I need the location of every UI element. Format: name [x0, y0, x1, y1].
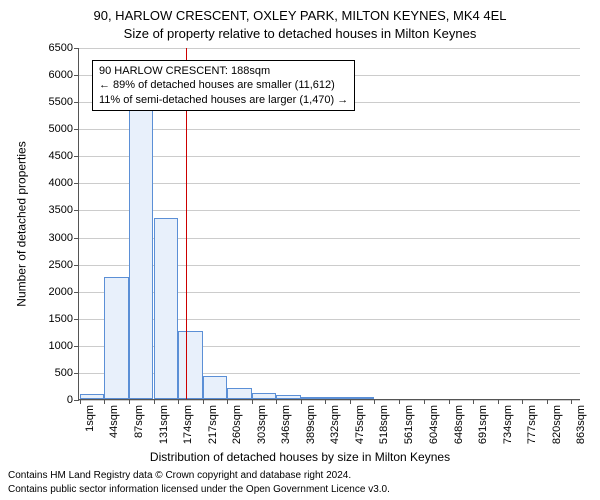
ytick-mark: [74, 238, 79, 239]
ytick-label: 2000: [49, 286, 73, 298]
xtick-mark: [522, 399, 523, 404]
ytick-mark: [74, 400, 79, 401]
xtick-label: 260sqm: [231, 405, 243, 444]
xtick-mark: [301, 399, 302, 404]
xtick-label: 518sqm: [378, 405, 390, 444]
gridline: [79, 183, 580, 184]
histogram-bar: [252, 393, 277, 399]
histogram-bar: [325, 397, 350, 399]
xtick-label: 174sqm: [182, 405, 194, 444]
histogram-bar: [178, 331, 203, 399]
xtick-label: 777sqm: [526, 405, 538, 444]
x-axis-label: Distribution of detached houses by size …: [0, 450, 600, 464]
xtick-mark: [203, 399, 204, 404]
xtick-mark: [104, 399, 105, 404]
xtick-mark: [276, 399, 277, 404]
ytick-label: 1500: [49, 313, 73, 325]
gridline: [79, 48, 580, 49]
ytick-mark: [74, 102, 79, 103]
xtick-label: 820sqm: [551, 405, 563, 444]
ytick-label: 0: [67, 394, 73, 406]
ytick-label: 1000: [49, 340, 73, 352]
xtick-mark: [374, 399, 375, 404]
xtick-label: 346sqm: [280, 405, 292, 444]
y-axis-label: Number of detached properties: [14, 48, 30, 400]
xtick-mark: [227, 399, 228, 404]
ytick-label: 4000: [49, 177, 73, 189]
ytick-mark: [74, 75, 79, 76]
ytick-label: 3000: [49, 232, 73, 244]
footer-copyright-1: Contains HM Land Registry data © Crown c…: [8, 470, 351, 481]
xtick-mark: [449, 399, 450, 404]
histogram-bar: [80, 394, 105, 399]
annotation-box: 90 HARLOW CRESCENT: 188sqm← 89% of detac…: [92, 60, 355, 111]
xtick-mark: [399, 399, 400, 404]
ytick-mark: [74, 265, 79, 266]
histogram-bar: [301, 397, 326, 399]
ytick-label: 3500: [49, 204, 73, 216]
gridline: [79, 210, 580, 211]
ytick-mark: [74, 346, 79, 347]
chart-container: 90, HARLOW CRESCENT, OXLEY PARK, MILTON …: [0, 0, 600, 500]
ytick-label: 5000: [49, 123, 73, 135]
histogram-bar: [104, 277, 129, 399]
ytick-label: 5500: [49, 96, 73, 108]
ytick-label: 6500: [49, 42, 73, 54]
ytick-mark: [74, 292, 79, 293]
xtick-label: 1sqm: [84, 405, 96, 432]
xtick-mark: [129, 399, 130, 404]
ytick-mark: [74, 156, 79, 157]
xtick-label: 648sqm: [453, 405, 465, 444]
gridline: [79, 156, 580, 157]
xtick-label: 389sqm: [305, 405, 317, 444]
ytick-mark: [74, 373, 79, 374]
xtick-label: 217sqm: [207, 405, 219, 444]
xtick-mark: [424, 399, 425, 404]
ytick-label: 500: [55, 367, 73, 379]
annotation-line: 11% of semi-detached houses are larger (…: [99, 93, 348, 107]
xtick-mark: [178, 399, 179, 404]
histogram-bar: [276, 395, 301, 399]
ytick-mark: [74, 183, 79, 184]
xtick-label: 475sqm: [354, 405, 366, 444]
histogram-bar: [227, 388, 252, 399]
xtick-mark: [80, 399, 81, 404]
xtick-label: 604sqm: [428, 405, 440, 444]
chart-title-main: 90, HARLOW CRESCENT, OXLEY PARK, MILTON …: [0, 8, 600, 23]
xtick-mark: [547, 399, 548, 404]
ytick-mark: [74, 48, 79, 49]
ytick-label: 6000: [49, 69, 73, 81]
xtick-mark: [498, 399, 499, 404]
histogram-bar: [129, 98, 154, 399]
chart-title-sub: Size of property relative to detached ho…: [0, 26, 600, 41]
ytick-label: 4500: [49, 150, 73, 162]
histogram-bar: [203, 376, 228, 399]
xtick-mark: [154, 399, 155, 404]
xtick-label: 131sqm: [158, 405, 170, 444]
ytick-mark: [74, 319, 79, 320]
ytick-mark: [74, 129, 79, 130]
xtick-label: 561sqm: [403, 405, 415, 444]
gridline: [79, 129, 580, 130]
xtick-label: 863sqm: [575, 405, 587, 444]
annotation-line: 90 HARLOW CRESCENT: 188sqm: [99, 64, 348, 78]
xtick-mark: [571, 399, 572, 404]
xtick-label: 303sqm: [256, 405, 268, 444]
histogram-bar: [154, 218, 179, 399]
xtick-label: 734sqm: [502, 405, 514, 444]
xtick-mark: [252, 399, 253, 404]
xtick-label: 432sqm: [329, 405, 341, 444]
xtick-mark: [350, 399, 351, 404]
xtick-mark: [325, 399, 326, 404]
histogram-bar: [350, 397, 375, 399]
ytick-label: 2500: [49, 259, 73, 271]
xtick-label: 87sqm: [133, 405, 145, 438]
footer-copyright-2: Contains public sector information licen…: [8, 484, 390, 495]
xtick-label: 44sqm: [108, 405, 120, 438]
xtick-label: 691sqm: [477, 405, 489, 444]
xtick-mark: [473, 399, 474, 404]
ytick-mark: [74, 210, 79, 211]
annotation-line: ← 89% of detached houses are smaller (11…: [99, 78, 348, 92]
